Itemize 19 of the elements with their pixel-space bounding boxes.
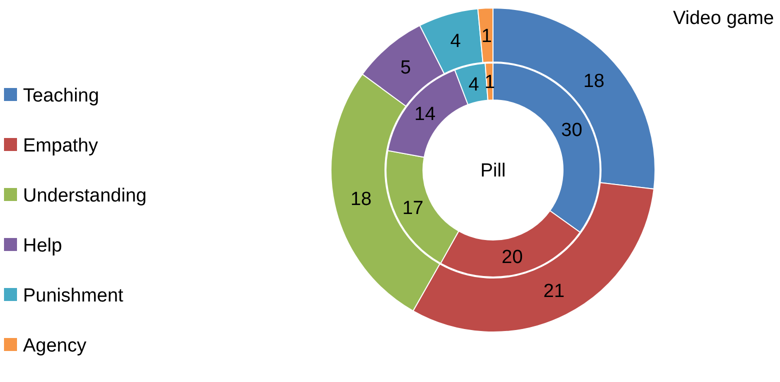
data-label: 17 [402, 198, 424, 220]
data-label: 1 [481, 26, 492, 47]
legend-label: Empathy [23, 136, 98, 157]
data-label: 14 [414, 104, 436, 126]
legend-label: Punishment [23, 286, 124, 307]
slice-label: Video game [672, 8, 774, 29]
legend-label: Agency [23, 336, 87, 357]
data-label: 5 [400, 58, 411, 79]
legend-label: Help [23, 236, 62, 257]
slice-label: Pill [480, 160, 506, 182]
data-label: 18 [350, 188, 372, 210]
data-label: 30 [561, 120, 582, 142]
data-label: 18 [583, 70, 604, 92]
legend-label: Understanding [23, 186, 147, 207]
data-label: 4 [468, 74, 480, 96]
data-label: 20 [502, 247, 523, 268]
data-label: 4 [450, 30, 462, 52]
data-label: 21 [543, 281, 565, 302]
legend-label: Teaching [23, 86, 100, 107]
